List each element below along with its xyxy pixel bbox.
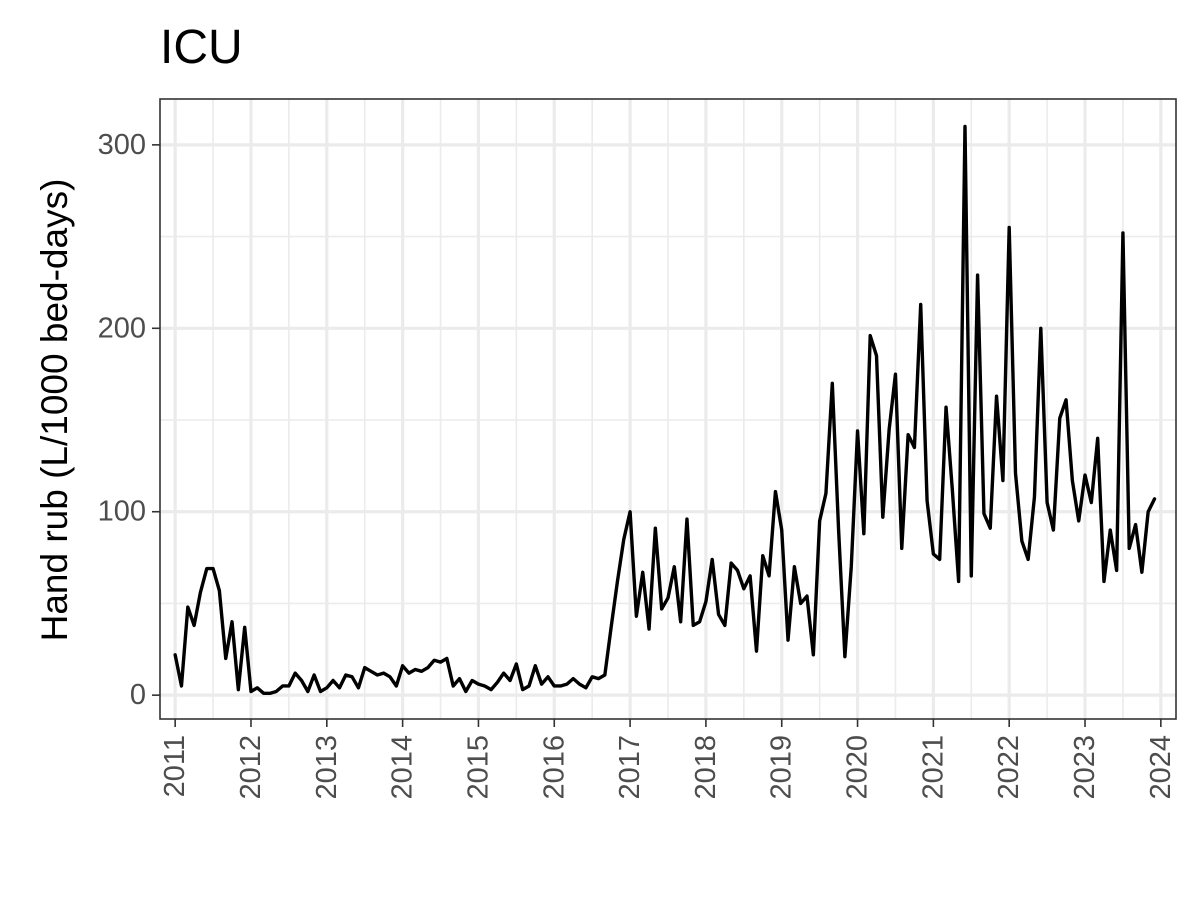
hand-rub-series-line xyxy=(173,124,1157,696)
x-tick-label: 2024 xyxy=(1145,735,1177,800)
major-gridlines xyxy=(160,99,1176,719)
y-tick-label: 200 xyxy=(98,312,146,344)
y-tick-label: 100 xyxy=(98,496,146,528)
y-axis: 0 100 200 300 xyxy=(98,129,160,711)
x-tick-label: 2016 xyxy=(538,735,570,800)
y-axis-label-group: Hand rub (L/1000 bed-days) xyxy=(34,179,75,642)
y-tick-label: 0 xyxy=(130,679,146,711)
plot-border xyxy=(159,98,1177,720)
y-axis-label: Hand rub (L/1000 bed-days) xyxy=(34,179,75,642)
x-tick-label: 2019 xyxy=(766,735,798,800)
x-tick-label: 2014 xyxy=(387,735,419,800)
x-tick-label: 2012 xyxy=(235,735,267,800)
x-tick-label: 2015 xyxy=(462,735,494,800)
x-tick-label: 2021 xyxy=(917,735,949,800)
x-tick-label: 2022 xyxy=(993,735,1025,800)
x-axis: 2011 2012 2013 2014 2015 2016 2017 2018 2019 2020… xyxy=(159,719,1177,800)
x-tick-label: 2011 xyxy=(159,735,191,797)
x-tick-label: 2020 xyxy=(842,735,874,800)
x-tick-label: 2023 xyxy=(1069,735,1101,800)
x-tick-label: 2013 xyxy=(311,735,343,800)
chart-title: ICU xyxy=(160,21,243,74)
x-tick-label: 2018 xyxy=(690,735,722,800)
y-tick-label: 300 xyxy=(98,129,146,161)
x-tick-label: 2017 xyxy=(614,735,646,800)
